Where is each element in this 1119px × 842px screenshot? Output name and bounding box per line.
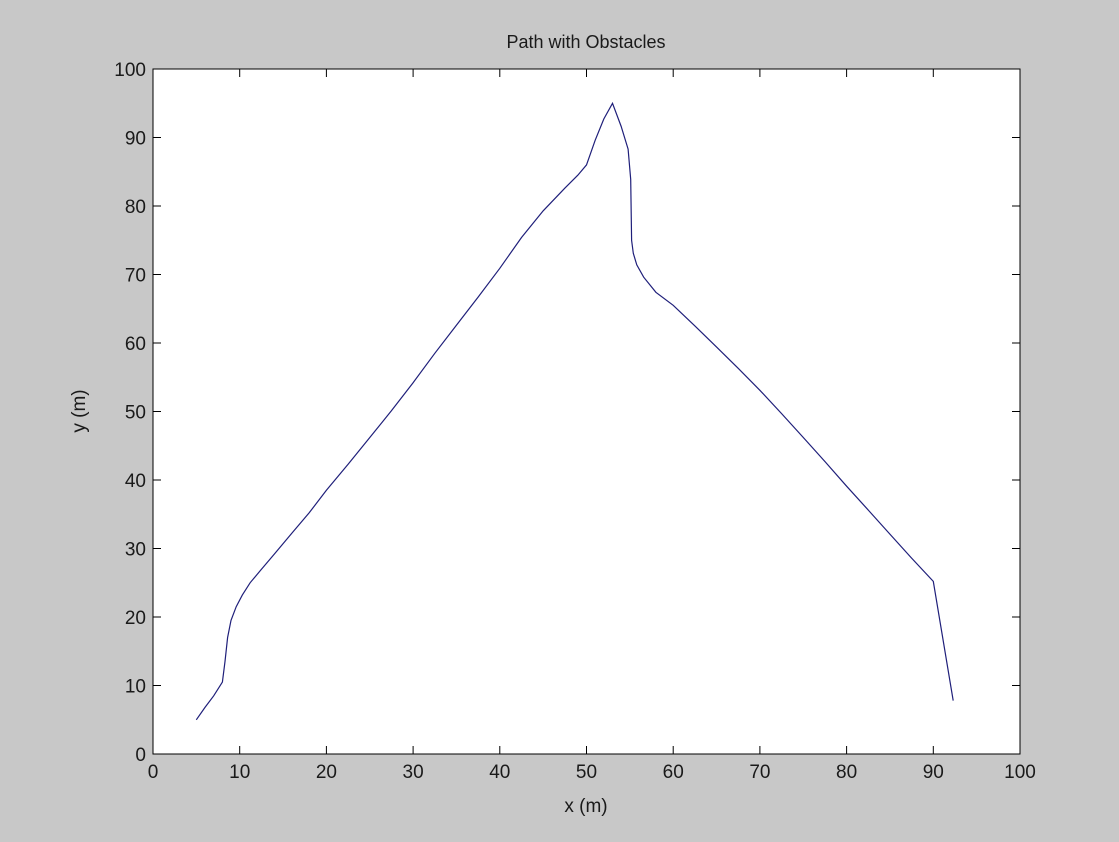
axes-background xyxy=(152,68,1021,755)
y-tick-labels: 0 10 20 30 40 50 60 70 80 90 100 xyxy=(114,60,146,766)
y-tick-label: 0 xyxy=(135,745,146,766)
x-tick-label: 10 xyxy=(229,762,250,783)
y-tick-label: 70 xyxy=(125,266,146,287)
x-tick-labels: 0 10 20 30 40 50 60 70 80 90 100 xyxy=(148,762,1036,783)
x-tick-label: 50 xyxy=(576,762,597,783)
y-tick-label: 10 xyxy=(125,677,146,698)
x-tick-label: 80 xyxy=(836,762,857,783)
y-tick-label: 80 xyxy=(125,197,146,218)
y-axis-label: y (m) xyxy=(69,389,90,432)
x-tick-label: 20 xyxy=(316,762,337,783)
x-tick-label: 100 xyxy=(1004,762,1036,783)
x-tick-label: 30 xyxy=(403,762,424,783)
y-tick-label: 50 xyxy=(125,403,146,424)
chart-title: Path with Obstacles xyxy=(506,32,665,52)
y-tick-label: 100 xyxy=(114,60,146,81)
x-tick-label: 40 xyxy=(489,762,510,783)
x-tick-label: 0 xyxy=(148,762,159,783)
y-tick-label: 90 xyxy=(125,129,146,150)
x-tick-label: 70 xyxy=(749,762,770,783)
y-tick-label: 60 xyxy=(125,334,146,355)
x-axis-label: x (m) xyxy=(564,796,607,817)
x-tick-label: 60 xyxy=(663,762,684,783)
y-tick-label: 30 xyxy=(125,540,146,561)
x-tick-label: 90 xyxy=(923,762,944,783)
series-line xyxy=(195,101,954,721)
y-tick-label: 40 xyxy=(125,471,146,492)
tick-marks xyxy=(152,68,1021,755)
y-tick-label: 20 xyxy=(125,608,146,629)
